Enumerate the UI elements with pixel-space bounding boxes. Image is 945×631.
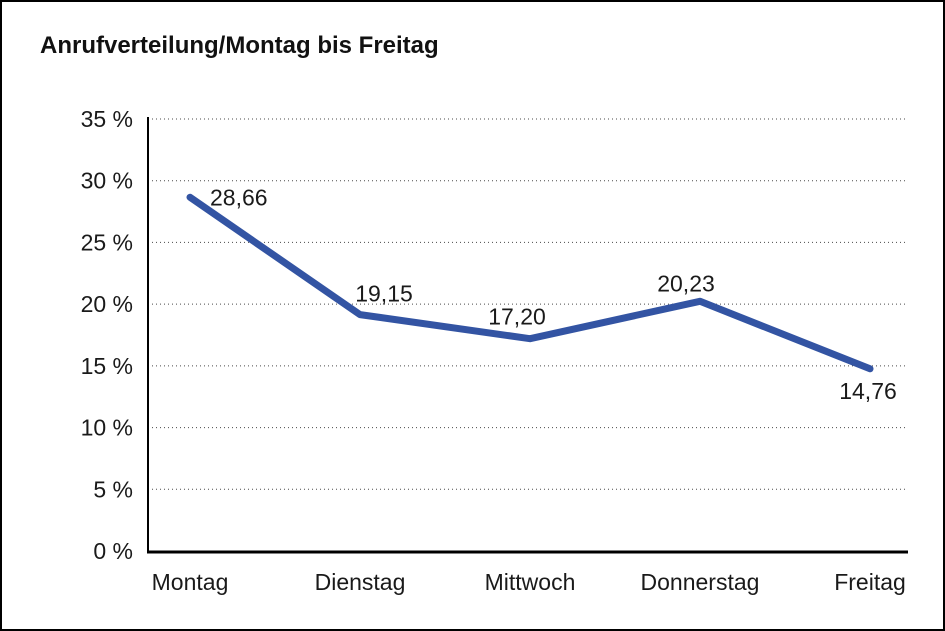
data-point-label: 14,76 [839, 378, 897, 404]
x-tick-label: Donnerstag [641, 569, 760, 595]
y-tick-label: 20 % [81, 291, 133, 317]
x-tick-label: Dienstag [315, 569, 406, 595]
data-line [186, 193, 874, 373]
y-tick-label: 25 % [81, 229, 133, 255]
x-tick-label: Montag [152, 569, 229, 595]
x-tick-label: Mittwoch [485, 569, 576, 595]
y-tick-label: 5 % [93, 476, 133, 502]
y-tick-label: 10 % [81, 415, 133, 441]
y-tick-label: 15 % [81, 353, 133, 379]
data-point-label: 20,23 [657, 270, 715, 296]
data-point-label: 28,66 [210, 184, 268, 210]
y-tick-label: 35 % [81, 106, 133, 132]
y-tick-label: 30 % [81, 168, 133, 194]
data-point-label: 19,15 [355, 281, 413, 307]
data-point-label: 17,20 [488, 304, 546, 330]
y-tick-label: 0 % [93, 538, 133, 564]
x-tick-label: Freitag [834, 569, 906, 595]
chart-title: Anrufverteilung/Montag bis Freitag [40, 32, 439, 59]
